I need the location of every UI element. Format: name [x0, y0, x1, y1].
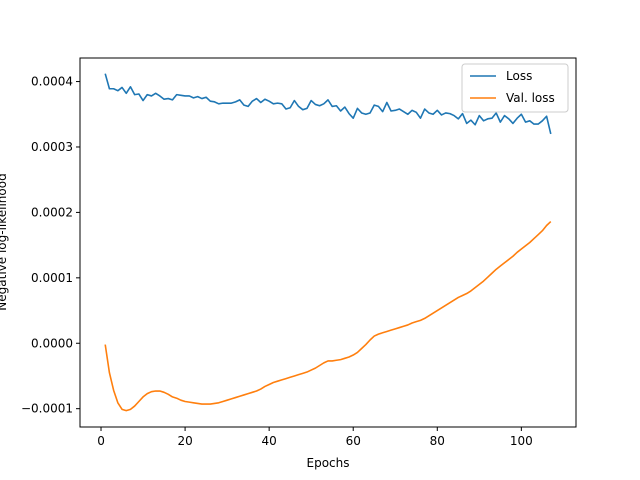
y-tick-label: 0.0001 [31, 271, 73, 285]
x-tick-label: 0 [97, 434, 105, 448]
y-tick-label: −0.0001 [21, 402, 73, 416]
legend: Loss Val. loss [461, 63, 569, 113]
x-axis-label: Epochs [307, 456, 350, 470]
series-line-val-loss [104, 220, 552, 412]
y-tick-label: 0.0002 [31, 205, 73, 219]
legend-label-loss: Loss [506, 69, 532, 83]
legend-label-val-loss: Val. loss [506, 91, 555, 105]
x-tick-label: 100 [510, 434, 533, 448]
x-axis-ticks: 0 20 40 60 80 100 [97, 427, 533, 448]
y-axis-label: Negative log-likelihood [0, 173, 9, 310]
y-tick-label: 0.0004 [31, 75, 73, 89]
series-line-loss [104, 73, 552, 135]
x-tick-label: 60 [346, 434, 361, 448]
series-layer [104, 73, 552, 412]
y-tick-label: 0.0000 [31, 336, 73, 350]
plot-area [104, 73, 552, 412]
x-tick-label: 80 [430, 434, 445, 448]
x-tick-label: 40 [262, 434, 277, 448]
plot-frame [79, 57, 577, 428]
x-tick-label: 20 [177, 434, 192, 448]
y-tick-label: 0.0003 [31, 140, 73, 154]
y-axis-ticks: −0.0001 0.0000 0.0001 0.0002 0.0003 0.0004 [21, 75, 80, 416]
